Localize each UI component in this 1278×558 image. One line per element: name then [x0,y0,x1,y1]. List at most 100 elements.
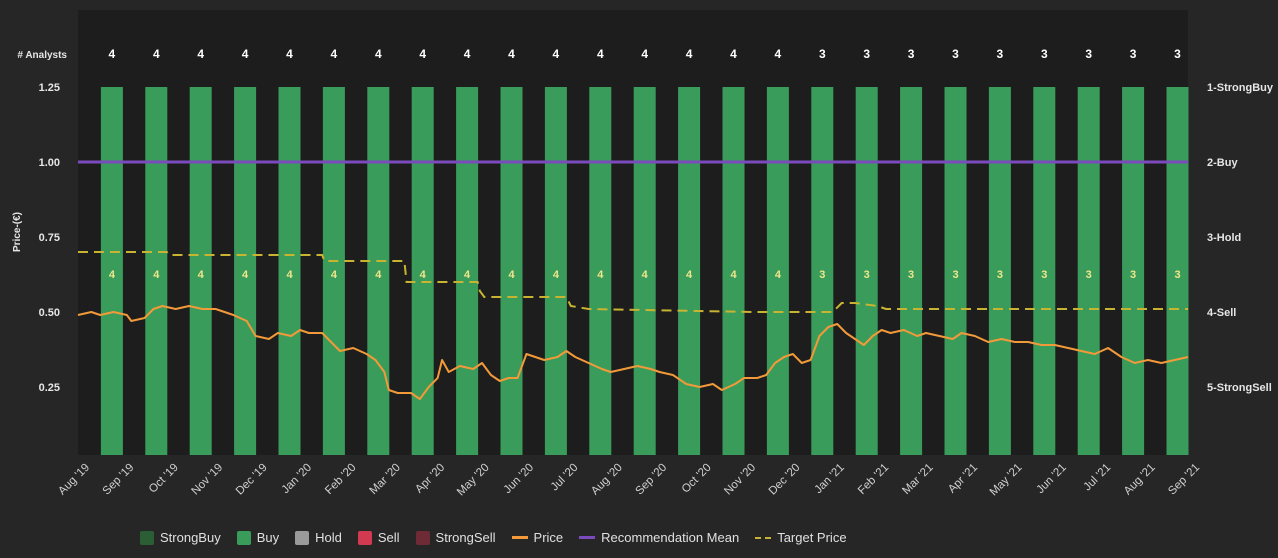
legend-label: Recommendation Mean [601,530,740,545]
bar-count-label: 4 [597,269,604,281]
x-tick-label: Jun '20 [502,462,536,496]
recommendation-bar[interactable] [633,87,656,455]
recommendation-bar[interactable] [944,87,967,455]
bar-count-label: 4 [775,269,782,281]
x-tick-label: Sep '19 [101,462,137,498]
bar-count-label: 4 [730,269,737,281]
x-tick-label: Jan '21 [812,462,846,496]
recommendation-bar[interactable] [1077,87,1100,455]
recommendation-bar[interactable] [500,87,523,455]
legend-item-hold[interactable]: Hold [295,530,342,545]
price-line [77,305,1189,400]
analyst-count: 4 [597,47,604,61]
recommendation-bar[interactable] [278,87,301,455]
analyst-count: 4 [730,47,737,61]
recommendation-bar[interactable] [100,87,123,455]
y-tick-label: 0.75 [39,232,60,244]
x-tick-label: Oct '20 [680,462,714,496]
recommendation-bar[interactable] [145,87,168,455]
legend-item-recommendation-mean[interactable]: Recommendation Mean [579,530,739,545]
x-tick-label: Dec '20 [767,462,803,498]
analyst-count: 4 [775,47,782,61]
bar-count-label: 3 [1086,269,1092,281]
recommendation-bar[interactable] [900,87,923,455]
recommendation-bar[interactable] [678,87,701,455]
rating-tick-label: 5-StrongSell [1207,382,1272,394]
recommendation-bar[interactable] [766,87,789,455]
x-tick-label: Jan '20 [280,462,314,496]
x-tick-label: Nov '19 [190,462,226,498]
x-tick-label: Mar '20 [368,462,403,497]
legend-item-price[interactable]: Price [511,530,564,545]
legend-label: Buy [256,530,280,545]
x-tick-label: Apr '20 [413,462,447,496]
bar-count-label: 3 [952,269,958,281]
analyst-count: 4 [464,47,471,61]
legend-swatch [236,530,251,545]
legend-swatch [357,530,372,545]
analysts-label: # Analysts [17,50,67,61]
bar-count-label: 4 [464,269,471,281]
analyst-count: 4 [286,47,293,61]
x-tick-label: Jul '20 [549,462,581,494]
recommendation-bar[interactable] [1033,87,1056,455]
rating-tick-label: 3-Hold [1207,232,1241,244]
recommendation-bar[interactable] [589,87,612,455]
analyst-count: 4 [109,47,116,61]
recommendation-bar[interactable] [1166,87,1189,455]
analyst-count: 4 [331,47,338,61]
legend-item-sell[interactable]: Sell [357,530,400,545]
recommendation-bar[interactable] [234,87,257,455]
recommendation-bar[interactable] [367,87,390,455]
recommendation-bar[interactable] [189,87,212,455]
x-tick-label: Nov '20 [722,462,758,498]
bar-count-label: 4 [375,269,382,281]
bar-count-label: 4 [242,269,249,281]
recommendation-bar[interactable] [411,87,434,455]
y-tick-label: 1.00 [39,157,60,169]
legend-label: Price [533,530,564,545]
recommendation-bar[interactable] [456,87,479,455]
x-tick-label: May '20 [455,462,492,499]
recommendation-bar[interactable] [544,87,567,455]
x-tick-label: Jun '21 [1034,462,1068,496]
legend-item-target-price[interactable]: Target Price [755,530,847,545]
target-price-line [78,251,1188,313]
analyst-count: 4 [419,47,426,61]
x-tick-label: Sep '21 [1166,462,1202,498]
x-tick-label: Oct '19 [147,462,181,496]
legend-item-strongsell[interactable]: StrongSell [415,530,496,545]
bar-count-label: 3 [819,269,825,281]
recommendation-bar[interactable] [988,87,1011,455]
recommendation-bar[interactable] [811,87,834,455]
y-tick-label: 1.25 [39,82,60,94]
analyst-count: 4 [686,47,693,61]
x-tick-label: Aug '19 [56,462,92,498]
legend-swatch [140,530,154,545]
y-axis-title: Price-(€) [12,212,23,252]
x-tick-label: Feb '21 [856,462,891,497]
legend-item-strongbuy[interactable]: StrongBuy [140,530,221,545]
recommendation-bar[interactable] [722,87,745,455]
legend: StrongBuy Buy Hold Sell StrongSell Price Recom… [140,530,863,545]
analyst-count: 4 [553,47,560,61]
analyst-count: 4 [641,47,648,61]
bar-count-label: 4 [153,269,160,281]
analyst-count: 3 [1130,47,1137,61]
legend-label: StrongSell [435,530,496,545]
analyst-count: 3 [1041,47,1048,61]
recommendation-bar[interactable] [855,87,878,455]
legend-swatch [579,536,596,539]
legend-label: Sell [377,530,400,545]
bar-count-label: 3 [1130,269,1136,281]
x-tick-label: Jul '21 [1082,462,1114,494]
legend-label: Target Price [777,530,847,545]
bar-count-label: 4 [686,269,693,281]
recommendation-bar[interactable] [322,87,345,455]
analyst-count: 3 [863,47,870,61]
analyst-count: 4 [153,47,160,61]
bar-count-label: 4 [420,269,427,281]
chart: 4 4 4 4 4 4 4 4 4 4 4 4 4 4 4 4 3 3 3 3 3 3 3 3 3 4 4 4 4 4 4 4 4 4 4 4 4 4 4… [12,47,1274,499]
bar-count-label: 3 [864,269,870,281]
legend-item-buy[interactable]: Buy [236,530,280,545]
